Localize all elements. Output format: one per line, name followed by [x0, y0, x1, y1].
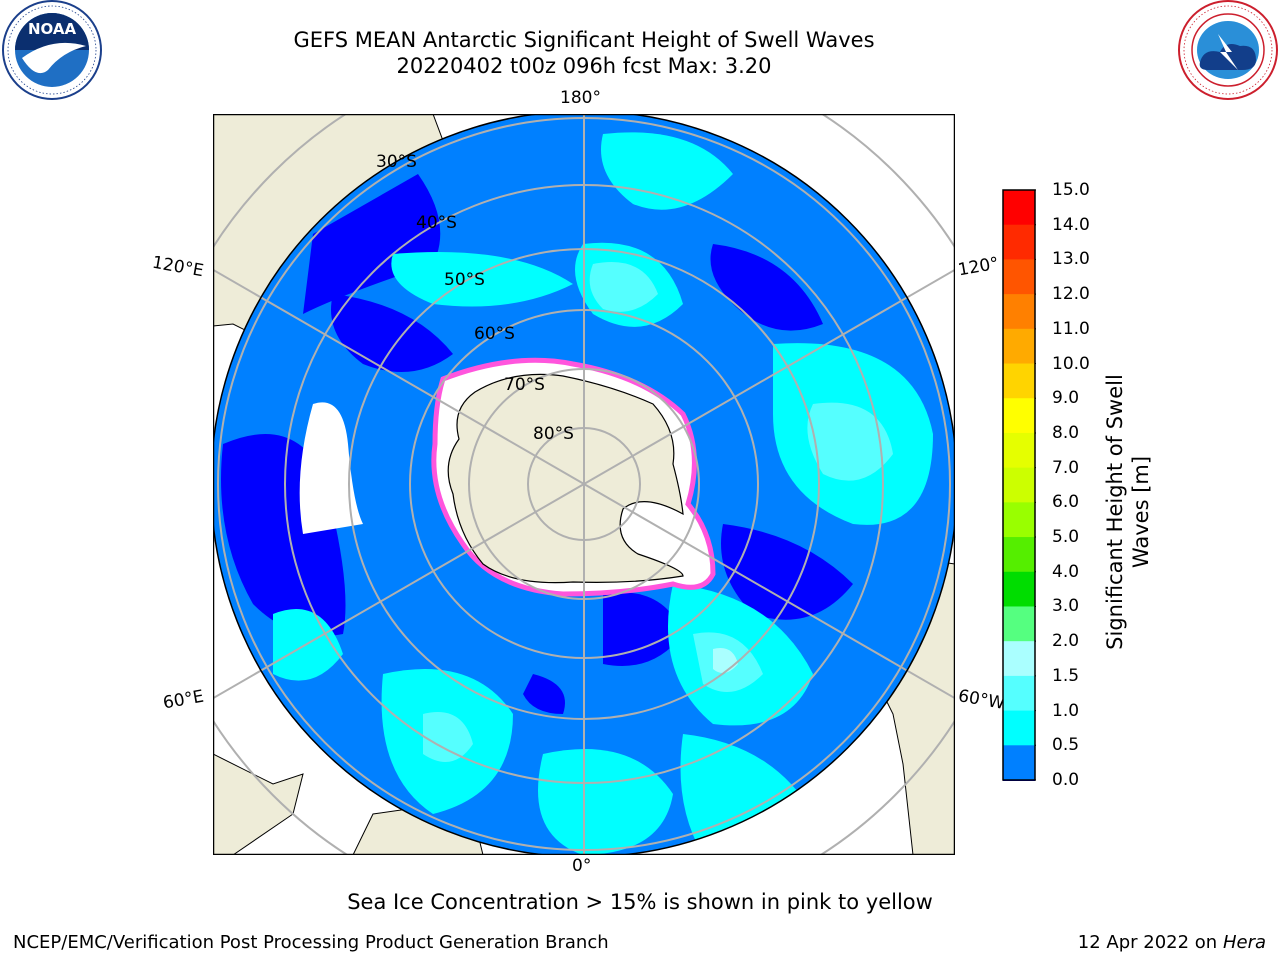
- sea-ice-note: Sea Ice Concentration > 15% is shown in …: [347, 890, 933, 914]
- machine-name: Hera: [1222, 932, 1266, 953]
- colorbar-tick-label: 3.0: [1052, 596, 1080, 617]
- colorbar-band: [1003, 294, 1035, 330]
- latitude-label-40s: 40°S: [416, 213, 457, 233]
- colorbar-tick-label: 15.0: [1052, 180, 1090, 200]
- latitude-label-60s: 60°S: [474, 324, 515, 344]
- colorbar-band: [1003, 398, 1035, 434]
- colorbar-tick-label: 1.0: [1052, 700, 1080, 721]
- colorbar-band: [1003, 502, 1035, 538]
- colorbar-tick-label: 2.0: [1052, 631, 1080, 652]
- issue-date-text: 12 Apr 2022 on: [1077, 932, 1218, 953]
- latitude-label-80s: 80°S: [533, 424, 574, 444]
- issue-date: 12 Apr 2022 on Hera: [1078, 932, 1266, 953]
- meridian-label-60w: 60°W: [956, 686, 1007, 714]
- latitude-label-50s: 50°S: [444, 270, 485, 290]
- colorbar-band: [1003, 537, 1035, 573]
- credit-text: NCEP/EMC/Verification Post Processing Pr…: [13, 932, 609, 953]
- colorbar-band: [1003, 328, 1035, 365]
- latitude-label-30s: 30°S: [376, 152, 417, 172]
- antarctica-land: [447, 373, 684, 584]
- colorbar-band: [1003, 432, 1035, 469]
- colorbar-tick-label: 6.0: [1052, 492, 1080, 513]
- colorbar-tick-label: 4.0: [1052, 561, 1080, 582]
- colorbar-band: [1003, 224, 1035, 260]
- colorbar-title-line2: Waves [m]: [1129, 455, 1153, 569]
- meridian-label-180: 180°: [560, 88, 601, 108]
- colorbar-tick-label: 5.0: [1052, 527, 1080, 548]
- colorbar-tick-label: 14.0: [1052, 214, 1090, 235]
- colorbar-tick-label: 1.5: [1052, 665, 1080, 686]
- colorbar-band: [1003, 641, 1035, 677]
- colorbar-band: [1003, 190, 1035, 226]
- colorbar-tick-label: 10.0: [1052, 353, 1090, 374]
- chart-title: GEFS MEAN Antarctic Significant Height o…: [293, 28, 875, 52]
- colorbar-tick-label: 9.0: [1052, 388, 1080, 409]
- meridian-label-60e: 60°E: [161, 686, 206, 714]
- meridian-label-120w: 120°: [956, 253, 1001, 281]
- noaa-logo-icon: NOAA: [2, 0, 102, 100]
- nws-logo-icon: [1178, 0, 1278, 100]
- meridian-label-120e: 120°E: [150, 252, 206, 282]
- map-panel: [213, 114, 955, 855]
- colorbar-tick-label: 7.0: [1052, 457, 1080, 478]
- colorbar-tick-label: 0.0: [1052, 770, 1080, 790]
- colorbar-band: [1003, 467, 1035, 503]
- colorbar-tick-label: 8.0: [1052, 422, 1080, 443]
- colorbar-tick-label: 11.0: [1052, 318, 1090, 339]
- colorbar-band: [1003, 259, 1035, 295]
- colorbar-title-line1: Significant Height of Swell: [1103, 374, 1127, 650]
- colorbar-band: [1003, 675, 1035, 712]
- colorbar-band: [1003, 606, 1035, 642]
- chart-subtitle: 20220402 t00z 096h fcst Max: 3.20: [396, 54, 772, 78]
- meridian-grid: [213, 114, 955, 855]
- colorbar-title: Significant Height of Swell Waves [m]: [1102, 302, 1154, 722]
- colorbar-tick-label: 13.0: [1052, 249, 1090, 270]
- colorbar-band: [1003, 710, 1035, 746]
- meridian-label-0: 0°: [572, 856, 592, 876]
- colorbar: [1002, 189, 1036, 781]
- colorbar-border: [1002, 189, 1036, 781]
- colorbar-band: [1003, 571, 1035, 607]
- colorbar-tick-label: 0.5: [1052, 735, 1080, 756]
- colorbar-band: [1003, 363, 1035, 399]
- noaa-logo-text: NOAA: [28, 20, 77, 38]
- colorbar-tick-label: 12.0: [1052, 284, 1090, 305]
- colorbar-band: [1003, 745, 1035, 781]
- latitude-label-70s: 70°S: [504, 375, 545, 395]
